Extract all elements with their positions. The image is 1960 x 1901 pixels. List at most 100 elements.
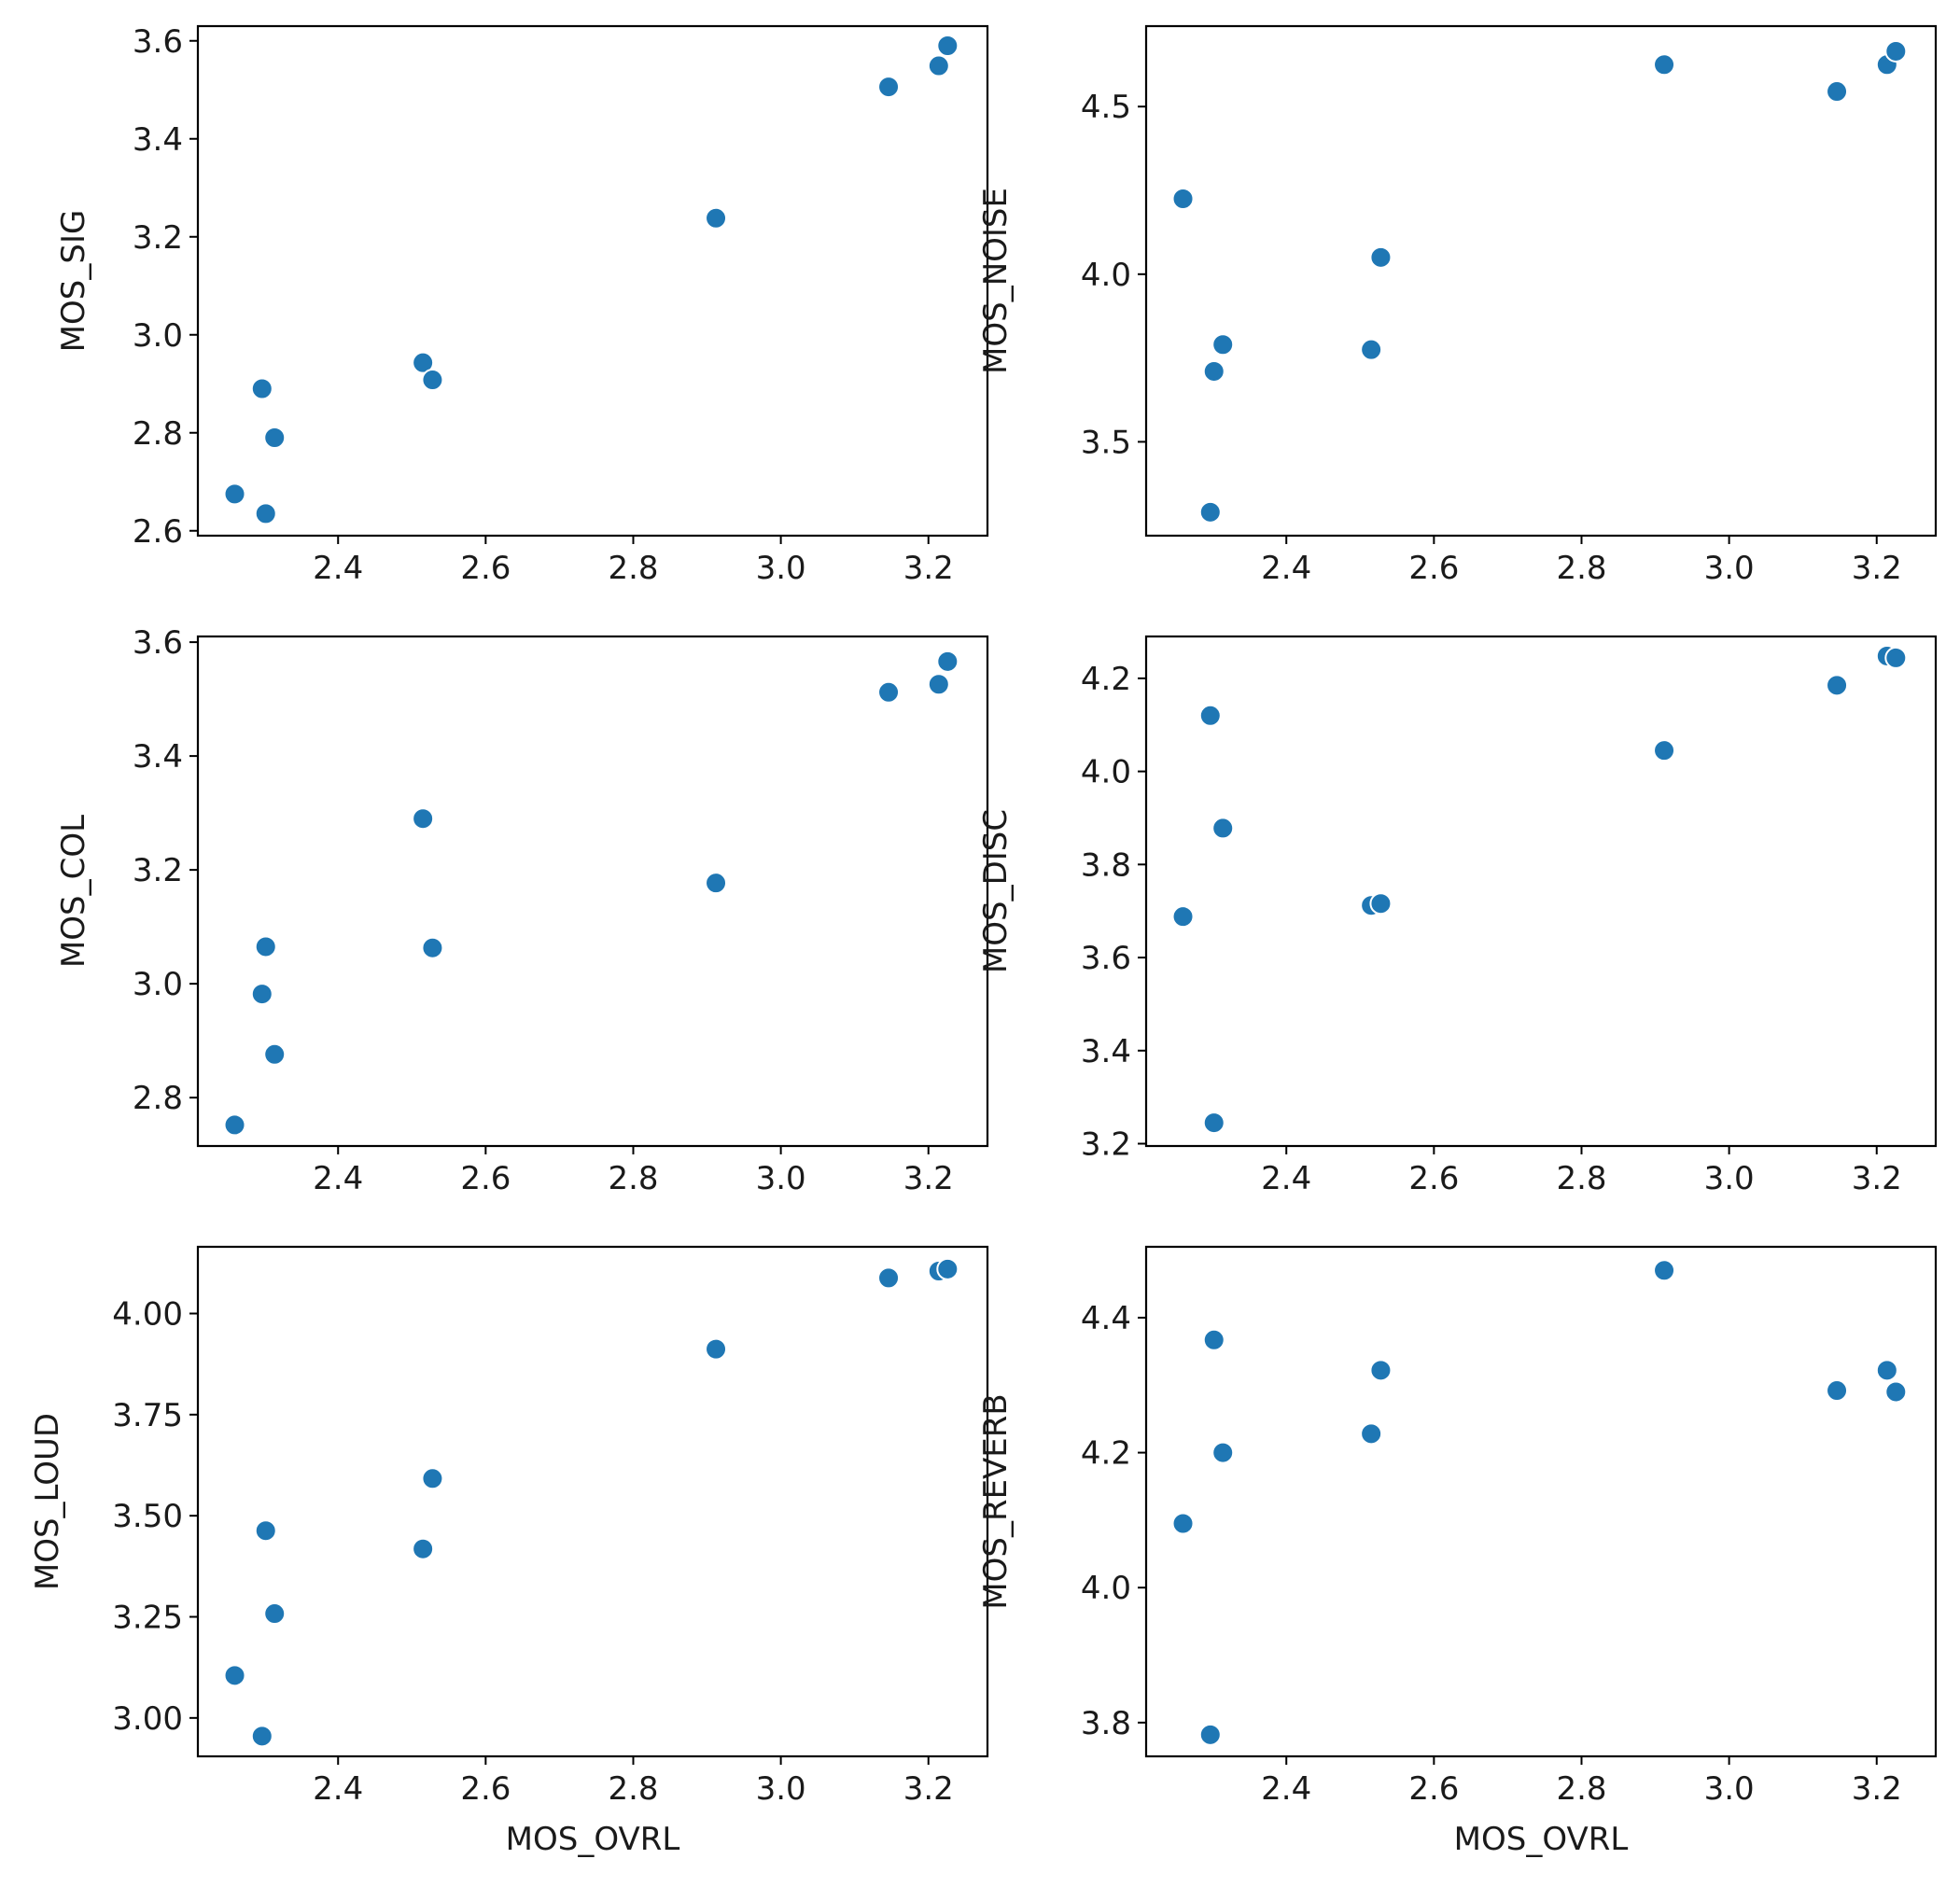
x-tick-label: 3.2 [903,1160,954,1197]
data-point [1369,892,1393,916]
x-tick-label: 2.6 [1408,1770,1459,1808]
data-point [705,206,728,230]
y-tick-label: 2.8 [133,415,183,453]
x-tick-label: 3.2 [903,550,954,587]
y-axis-label: MOS_LOUD [29,1413,66,1590]
axes-frame [1144,24,1938,538]
x-tick-label: 3.0 [756,1160,806,1197]
axes-frame [1144,1245,1938,1758]
y-tick-label: 3.6 [133,23,183,61]
y-tick-label: 2.6 [133,513,183,551]
y-tick-label: 3.8 [1081,1705,1131,1742]
data-point [1198,704,1222,727]
data-point [1202,359,1225,383]
data-point [1202,1111,1225,1135]
data-point [877,680,901,704]
subplot-4: 2.4 2.6 2.8 3.0 3.2 3.2 3.4 3.6 3.8 4.0 4.2 MOS_DIS… [977,635,1938,1197]
x-tick-label: 2.8 [608,550,658,587]
data-point [1826,674,1849,697]
axes-frame [196,24,989,538]
data-point [263,1602,287,1626]
subplot-3: 2.4 2.6 2.8 3.0 3.2 2.8 3.0 3.2 3.4 3.6 MOS_COL [55,624,989,1197]
x-tick-label: 2.8 [1556,1160,1606,1197]
data-point [421,1467,444,1490]
data-point [1360,1422,1383,1446]
data-point [254,502,277,525]
y-tick-label: 3.5 [1081,424,1131,461]
data-point [1171,1512,1195,1535]
subplot-1: 2.4 2.6 2.8 3.0 3.2 2.6 2.8 3.0 3.2 3.4 3.6 MOS_SIG [55,23,989,587]
data-point [927,673,950,696]
data-point [421,936,444,959]
data-point [223,482,246,506]
data-point [1653,739,1676,762]
data-point [412,807,435,831]
data-point [936,35,959,57]
data-point [250,1725,273,1748]
y-tick-label: 4.0 [1081,754,1131,791]
data-point [1826,80,1849,104]
y-axis-label: MOS_COL [55,815,92,968]
y-tick-label: 3.4 [133,121,183,159]
x-tick-label: 2.4 [313,1770,363,1808]
y-tick-label: 3.0 [133,317,183,355]
y-axis-label: MOS_DISC [977,809,1015,973]
data-point [705,872,728,895]
data-point [1211,333,1235,356]
x-tick-label: 2.6 [460,1770,511,1808]
data-point [1875,1359,1898,1382]
y-tick-label: 3.4 [133,738,183,776]
data-point [250,983,273,1006]
x-tick-label: 2.6 [460,550,511,587]
y-tick-label: 4.00 [112,1296,183,1334]
x-tick-label: 3.0 [756,1770,806,1808]
x-tick-label: 3.2 [1852,1160,1902,1197]
axes-frame [196,635,989,1148]
data-point [1198,1723,1222,1746]
y-tick-label: 3.00 [112,1700,183,1738]
y-tick-label: 3.8 [1081,846,1131,884]
subplot-2: 2.4 2.6 2.8 3.0 3.2 3.5 4.0 4.5 MOS_NOISE [977,24,1938,587]
y-tick-label: 4.2 [1081,1435,1131,1473]
data-point [927,54,950,77]
x-tick-label: 2.8 [608,1770,658,1808]
y-tick-label: 3.2 [1081,1126,1131,1164]
y-tick-label: 3.6 [133,624,183,662]
data-point [1884,1380,1908,1404]
x-tick-label: 3.0 [1704,1770,1755,1808]
x-tick-label: 3.0 [1704,1160,1755,1197]
x-tick-label: 2.6 [1408,550,1459,587]
y-tick-label: 4.2 [1081,661,1131,698]
x-axis-label: MOS_OVRL [1454,1821,1629,1858]
y-axis-label: MOS_SIG [55,210,92,353]
data-point [1826,1379,1849,1403]
data-point [877,76,901,99]
subplot-5: 2.4 2.6 2.8 3.0 3.2 3.00 3.25 3.50 3.75 4.00 MOS_L… [29,1245,989,1858]
x-tick-label: 3.0 [1704,550,1755,587]
x-tick-label: 2.6 [1408,1160,1459,1197]
y-axis-label: MOS_NOISE [977,188,1015,374]
data-point [223,1664,246,1687]
data-point [936,650,959,673]
data-point [1211,1441,1235,1464]
data-point [254,935,277,958]
data-point [1653,53,1676,77]
x-tick-label: 2.8 [1556,1770,1606,1808]
y-tick-label: 3.25 [112,1600,183,1637]
x-tick-label: 2.4 [313,550,363,587]
data-point [1171,905,1195,929]
x-tick-label: 2.4 [1261,1770,1311,1808]
y-tick-label: 3.75 [112,1397,183,1434]
data-point [1171,187,1195,210]
data-point [936,1257,959,1280]
data-point [1884,646,1908,669]
x-tick-label: 3.2 [903,1770,954,1808]
data-point [421,369,444,392]
y-tick-label: 3.50 [112,1498,183,1535]
y-tick-label: 4.0 [1081,1570,1131,1607]
y-tick-label: 3.4 [1081,1033,1131,1070]
axes-frame [1144,635,1938,1148]
data-point [705,1337,728,1361]
data-point [1202,1328,1225,1351]
